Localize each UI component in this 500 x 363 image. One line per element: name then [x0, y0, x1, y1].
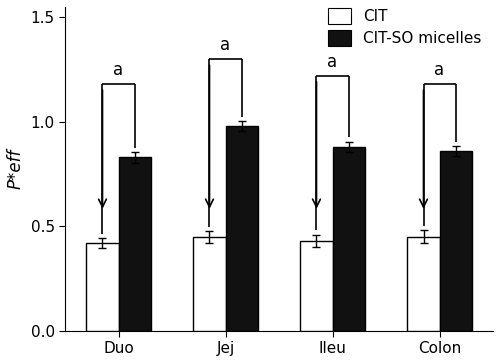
Bar — [408, 237, 440, 331]
Bar — [300, 241, 332, 331]
Y-axis label: P*eff: P*eff — [7, 148, 25, 189]
Bar — [440, 151, 472, 331]
Legend: CIT, CIT-SO micelles: CIT, CIT-SO micelles — [328, 8, 481, 46]
Bar — [194, 237, 226, 331]
Text: a: a — [220, 36, 230, 54]
Bar — [226, 126, 258, 331]
Bar — [118, 157, 150, 331]
Text: a: a — [328, 53, 338, 71]
Text: a: a — [114, 61, 124, 79]
Bar — [332, 147, 364, 331]
Text: a: a — [434, 61, 444, 79]
Bar — [86, 243, 118, 331]
